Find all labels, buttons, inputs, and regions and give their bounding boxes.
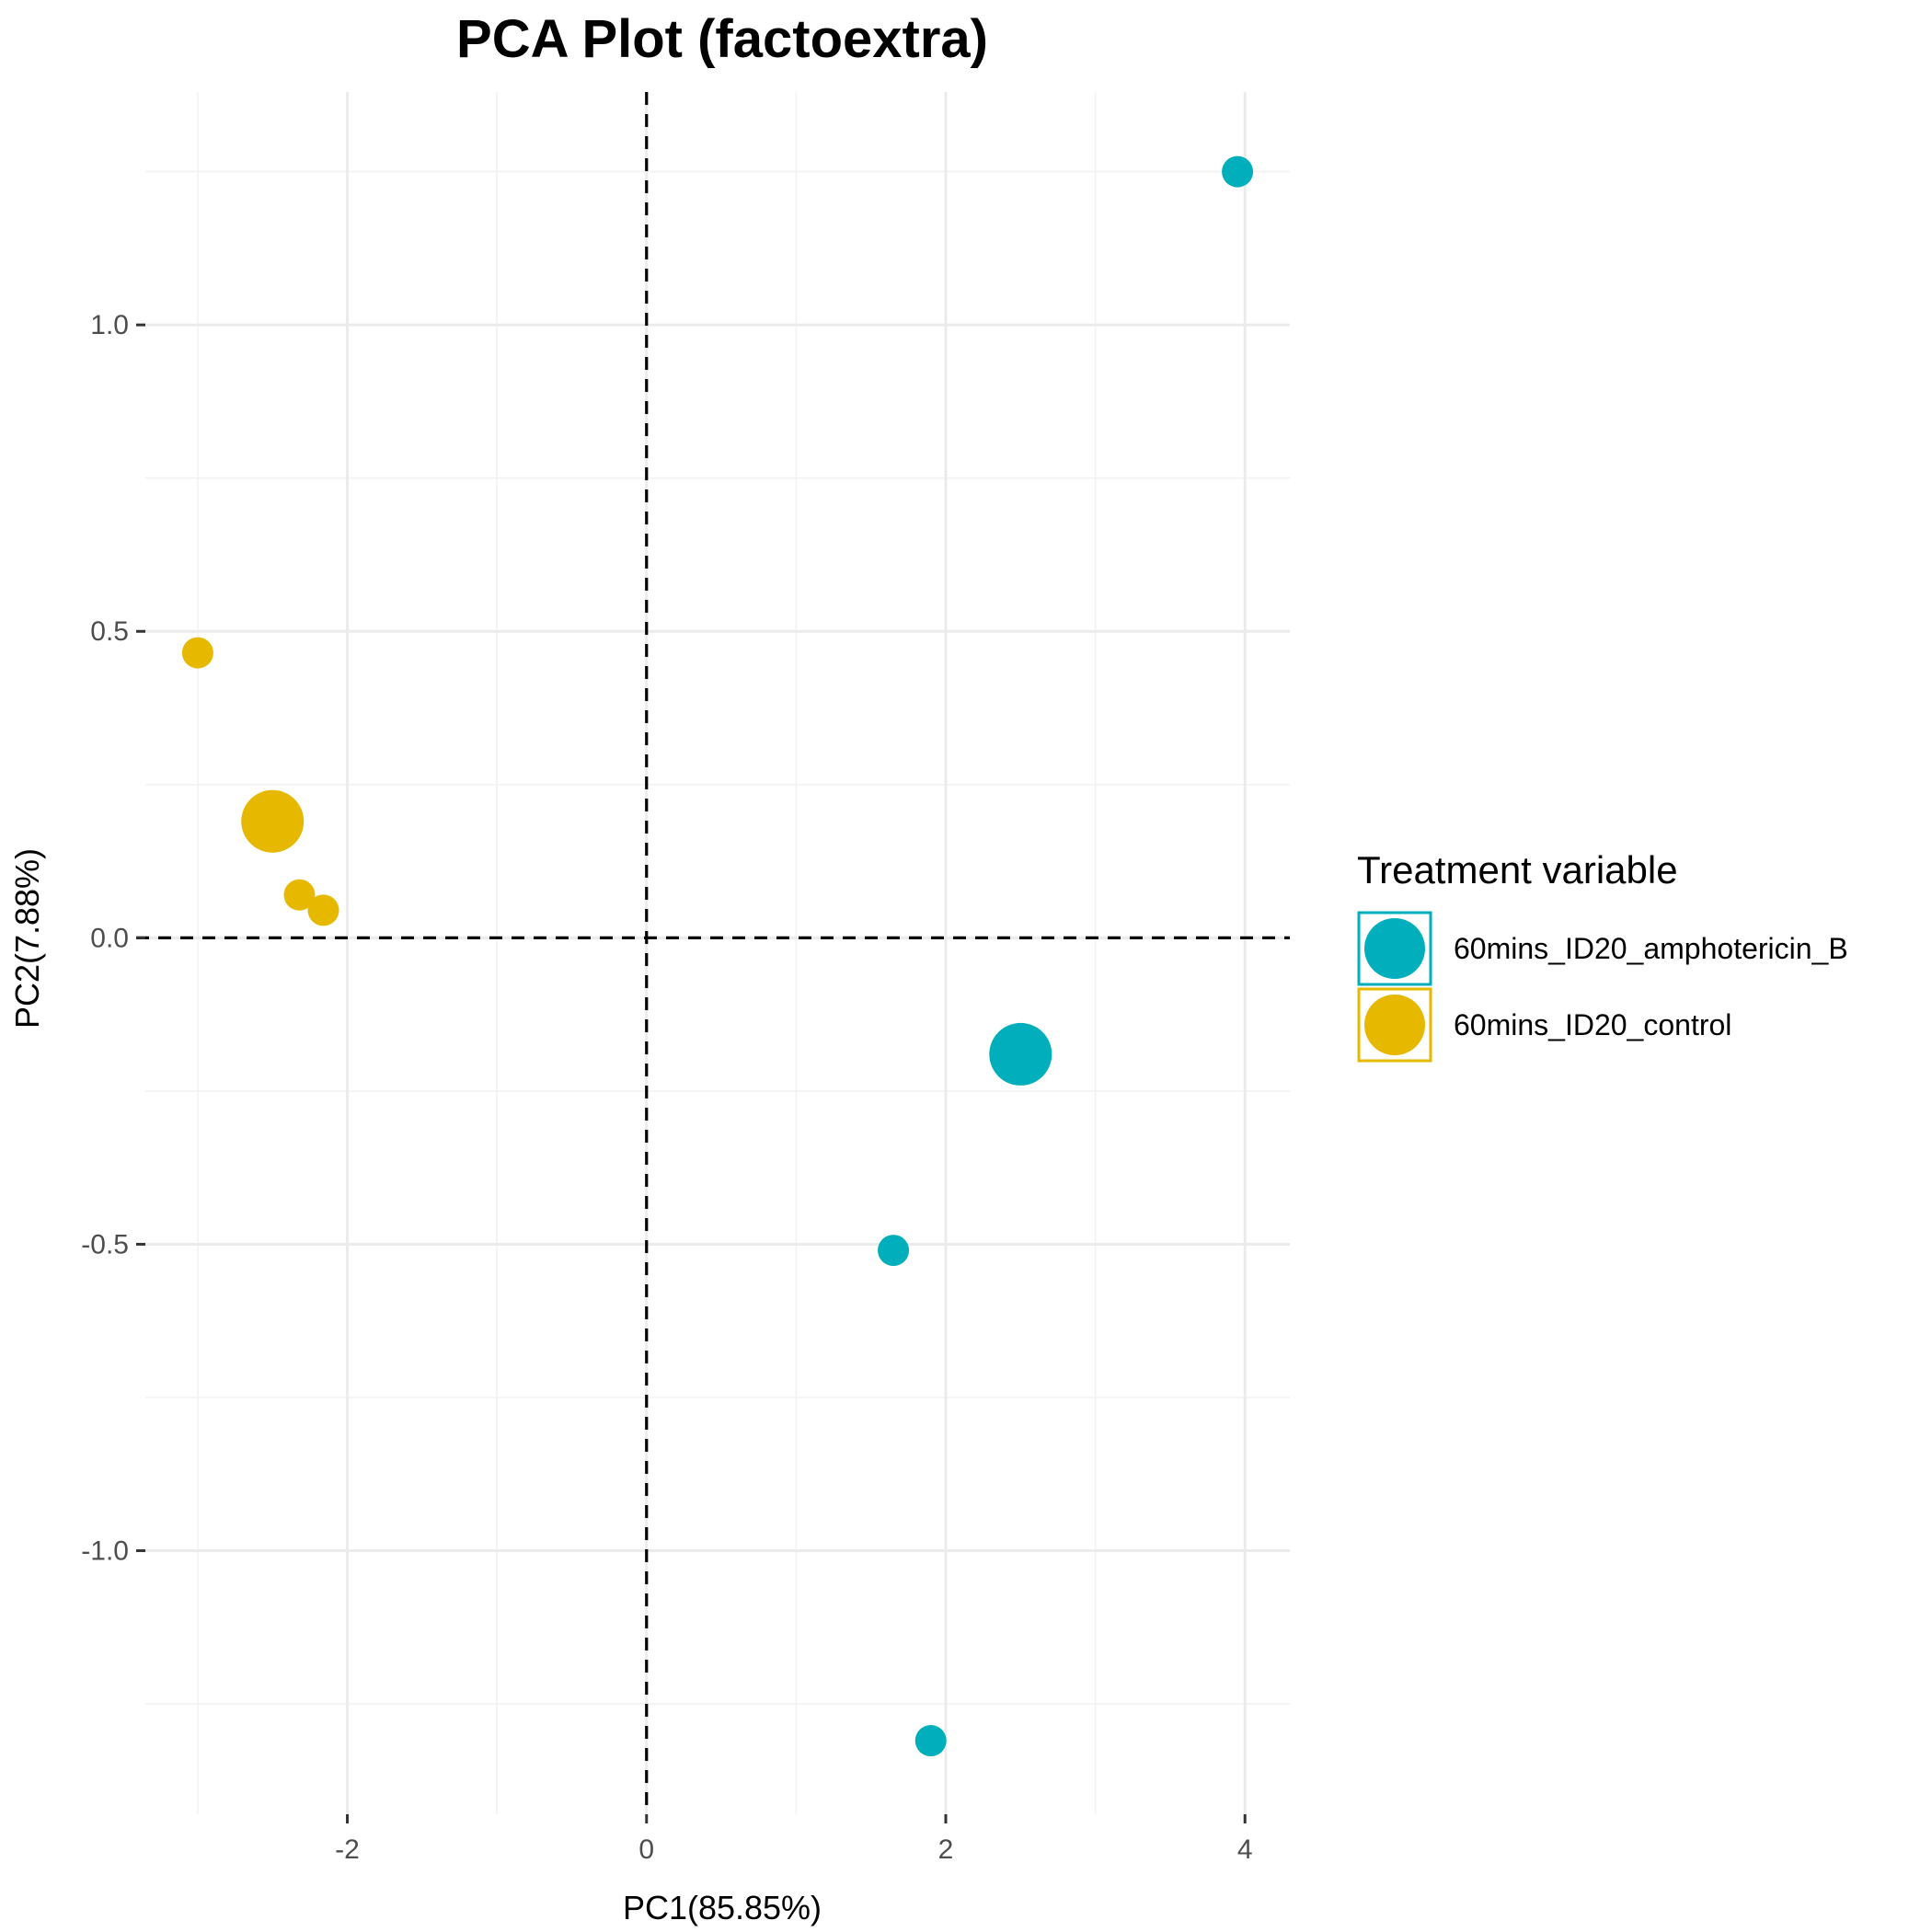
x-tick-label: 2 [938, 1834, 954, 1865]
data-points [181, 155, 1254, 1757]
legend-label: 60mins_ID20_amphotericin_B [1454, 932, 1848, 965]
data-point [878, 1235, 910, 1267]
tick-labels: -2 0 2 4 -1.0 -0.5 0.0 0.5 1.0 [81, 310, 1252, 1865]
legend-title: Treatment variable [1357, 848, 1678, 891]
axis-ticks [136, 323, 1247, 1823]
y-tick-label: -0.5 [81, 1229, 129, 1259]
y-tick-label: 0.0 [90, 923, 129, 953]
y-axis-title: PC2(7.88%) [8, 848, 46, 1029]
x-tick-label: -2 [335, 1834, 360, 1865]
group-centroid-point [241, 789, 305, 853]
chart-title: PCA Plot (factoextra) [456, 9, 988, 69]
legend-label: 60mins_ID20_control [1454, 1008, 1731, 1041]
minor-gridlines [145, 92, 1290, 1814]
legend-swatch [1364, 918, 1425, 979]
legend: Treatment variable 60mins_ID20_amphoteri… [1357, 848, 1848, 1063]
data-point [283, 879, 316, 911]
major-gridlines [145, 92, 1290, 1814]
x-tick-label: 4 [1237, 1834, 1253, 1865]
y-tick-label: -1.0 [81, 1536, 129, 1567]
y-tick-label: 0.5 [90, 616, 129, 647]
x-tick-label: 0 [638, 1834, 654, 1865]
legend-entries: 60mins_ID20_amphotericin_B 60mins_ID20_co… [1357, 911, 1848, 1063]
x-axis-title: PC1(85.85%) [623, 1889, 822, 1926]
data-point [181, 637, 213, 669]
reference-lines [136, 92, 1290, 1814]
data-point [1222, 155, 1254, 188]
data-point [307, 894, 339, 926]
data-point [914, 1725, 947, 1757]
legend-swatch [1364, 995, 1425, 1055]
y-tick-label: 1.0 [90, 310, 129, 340]
group-centroid-point [989, 1022, 1052, 1086]
